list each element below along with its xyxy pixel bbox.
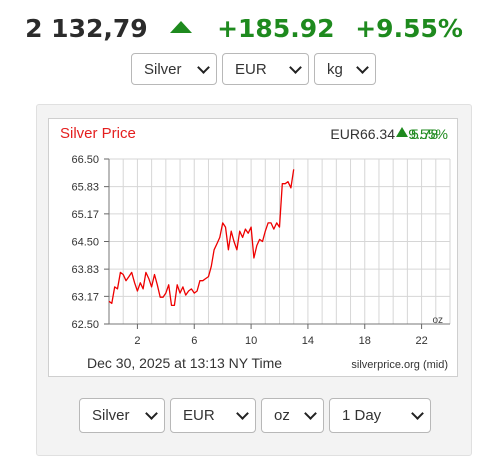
price-header: 2 132,79 +185.92 +9.55% <box>0 14 488 43</box>
chart-timestamp: Dec 30, 2025 at 13:13 NY Time <box>87 355 282 371</box>
price-chart: Silver Price EUR66.34 5.78 9.55% 66.50 65… <box>48 118 458 377</box>
chart-change-percent: 9.55% <box>408 126 448 142</box>
x-tick-label: 18 <box>359 335 371 347</box>
chart-currency-select-value: EUR <box>183 407 215 424</box>
up-arrow-icon <box>170 21 193 33</box>
chevron-down-icon <box>304 407 317 420</box>
price-chart-svg: Silver Price EUR66.34 5.78 9.55% 66.50 65… <box>60 125 451 371</box>
y-tick-label: 65.17 <box>71 209 99 221</box>
y-tick-label: 65.83 <box>71 182 99 194</box>
x-tick-label: 10 <box>245 335 257 347</box>
chevron-down-icon <box>289 60 302 74</box>
chart-metal-select-value: Silver <box>92 407 130 424</box>
chart-source: silverprice.org (mid) <box>351 359 448 371</box>
chart-change: 5.78 <box>411 126 438 142</box>
y-tick-label: 62.50 <box>71 319 99 331</box>
chart-unit-select-value: oz <box>274 407 290 424</box>
chart-unit-select[interactable]: oz <box>261 398 324 433</box>
x-tick-label: 6 <box>191 335 197 347</box>
price-series-line <box>108 169 295 307</box>
currency-select-value: EUR <box>235 60 267 78</box>
current-price: 2 132,79 <box>25 14 148 43</box>
chart-current-price: EUR66.34 <box>330 126 395 142</box>
unit-label: oz <box>432 315 443 326</box>
chevron-down-icon <box>411 407 424 420</box>
x-tick-label: 2 <box>134 335 140 347</box>
chart-currency-select[interactable]: EUR <box>170 398 256 433</box>
unit-select-value: kg <box>327 60 343 78</box>
up-arrow-icon <box>396 127 408 137</box>
metal-select[interactable]: Silver <box>131 53 217 85</box>
chart-title: Silver Price <box>60 125 136 142</box>
chevron-down-icon <box>356 60 369 74</box>
currency-select[interactable]: EUR <box>222 53 309 85</box>
x-tick-label: 14 <box>302 335 314 347</box>
y-tick-label: 64.50 <box>71 237 99 249</box>
y-tick-label: 63.17 <box>71 291 99 303</box>
x-tick-label: 22 <box>415 335 427 347</box>
chevron-down-icon <box>236 407 249 420</box>
price-change-percent: +9.55% <box>355 14 463 43</box>
metal-select-value: Silver <box>144 60 182 78</box>
y-tick-label: 63.83 <box>71 264 99 276</box>
price-change: +185.92 <box>217 14 335 43</box>
chevron-down-icon <box>197 60 210 74</box>
period-select-value: 1 Day <box>342 407 382 424</box>
chart-metal-select[interactable]: Silver <box>79 398 165 433</box>
period-select[interactable]: 1 Day <box>329 398 431 433</box>
y-tick-label: 66.50 <box>71 154 99 166</box>
chevron-down-icon <box>145 407 158 420</box>
unit-select[interactable]: kg <box>314 53 376 85</box>
